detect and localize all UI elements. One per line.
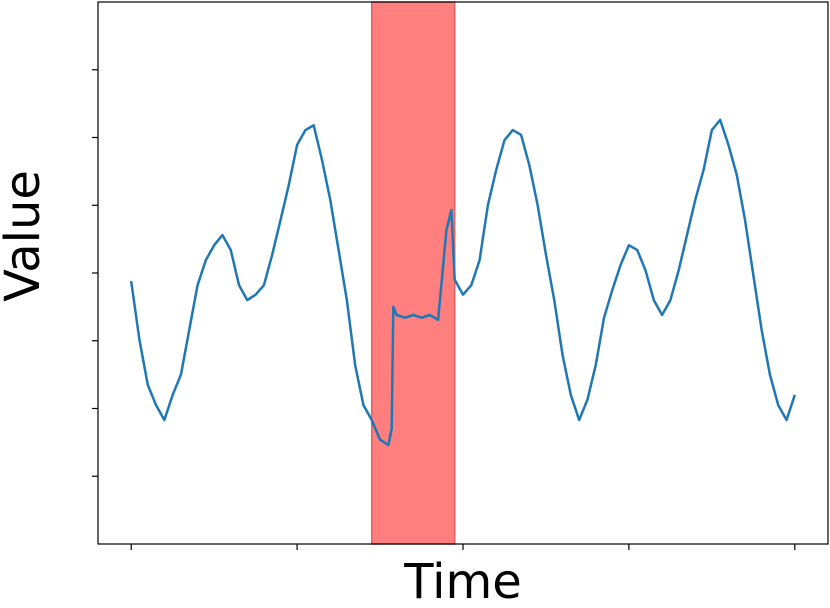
x-axis-label: Time — [403, 554, 521, 608]
y-axis-label: Value — [0, 170, 51, 302]
highlight-band — [371, 1, 456, 545]
series-line — [129, 118, 797, 447]
plot-frame — [97, 1, 829, 545]
